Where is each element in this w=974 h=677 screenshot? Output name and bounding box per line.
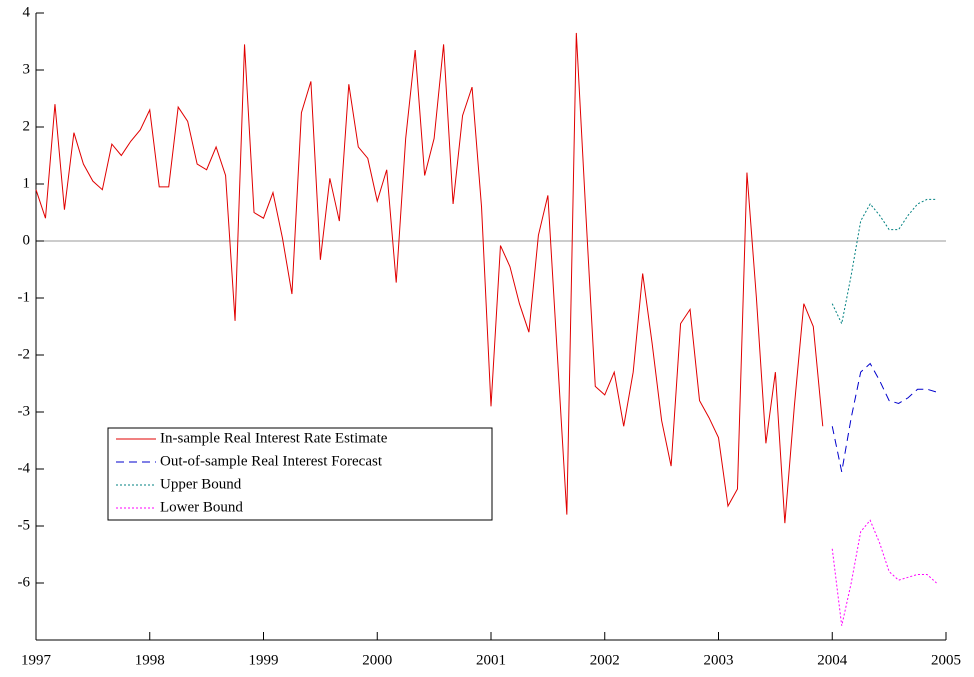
y-tick-label: -1	[18, 289, 31, 305]
y-tick-label: -5	[18, 517, 31, 533]
legend: In-sample Real Interest Rate Estimate Out…	[107, 427, 493, 521]
y-tick-label: 1	[23, 175, 31, 191]
series-line	[831, 362, 937, 472]
y-tick-label: 2	[23, 118, 31, 134]
series-line	[831, 198, 937, 326]
legend-label: Upper Bound	[160, 476, 242, 492]
y-tick-label: -4	[18, 460, 31, 476]
y-tick-label: 3	[23, 61, 31, 77]
x-tick-label: 1997	[21, 652, 52, 668]
y-tick-label: -3	[18, 403, 31, 419]
series-line	[35, 32, 824, 524]
y-tick-label: 4	[23, 4, 31, 20]
x-tick-label: 1999	[249, 652, 279, 668]
y-tick-label: 0	[23, 232, 31, 248]
x-tick-label: 2002	[590, 652, 620, 668]
legend-box	[107, 427, 493, 521]
series-line	[831, 519, 937, 626]
y-tick-label: -2	[18, 346, 31, 362]
x-tick-label: 1998	[135, 652, 165, 668]
x-tick-label: 2000	[362, 652, 392, 668]
x-tick-label: 2003	[704, 652, 734, 668]
x-tick-label: 2001	[476, 652, 506, 668]
legend-label: Lower Bound	[160, 499, 243, 515]
y-tick-label: -6	[18, 574, 31, 590]
x-tick-label: 2005	[931, 652, 961, 668]
legend-label: In-sample Real Interest Rate Estimate	[160, 430, 388, 446]
x-tick-label: 2004	[817, 652, 848, 668]
legend-label: Out-of-sample Real Interest Forecast	[160, 453, 383, 469]
